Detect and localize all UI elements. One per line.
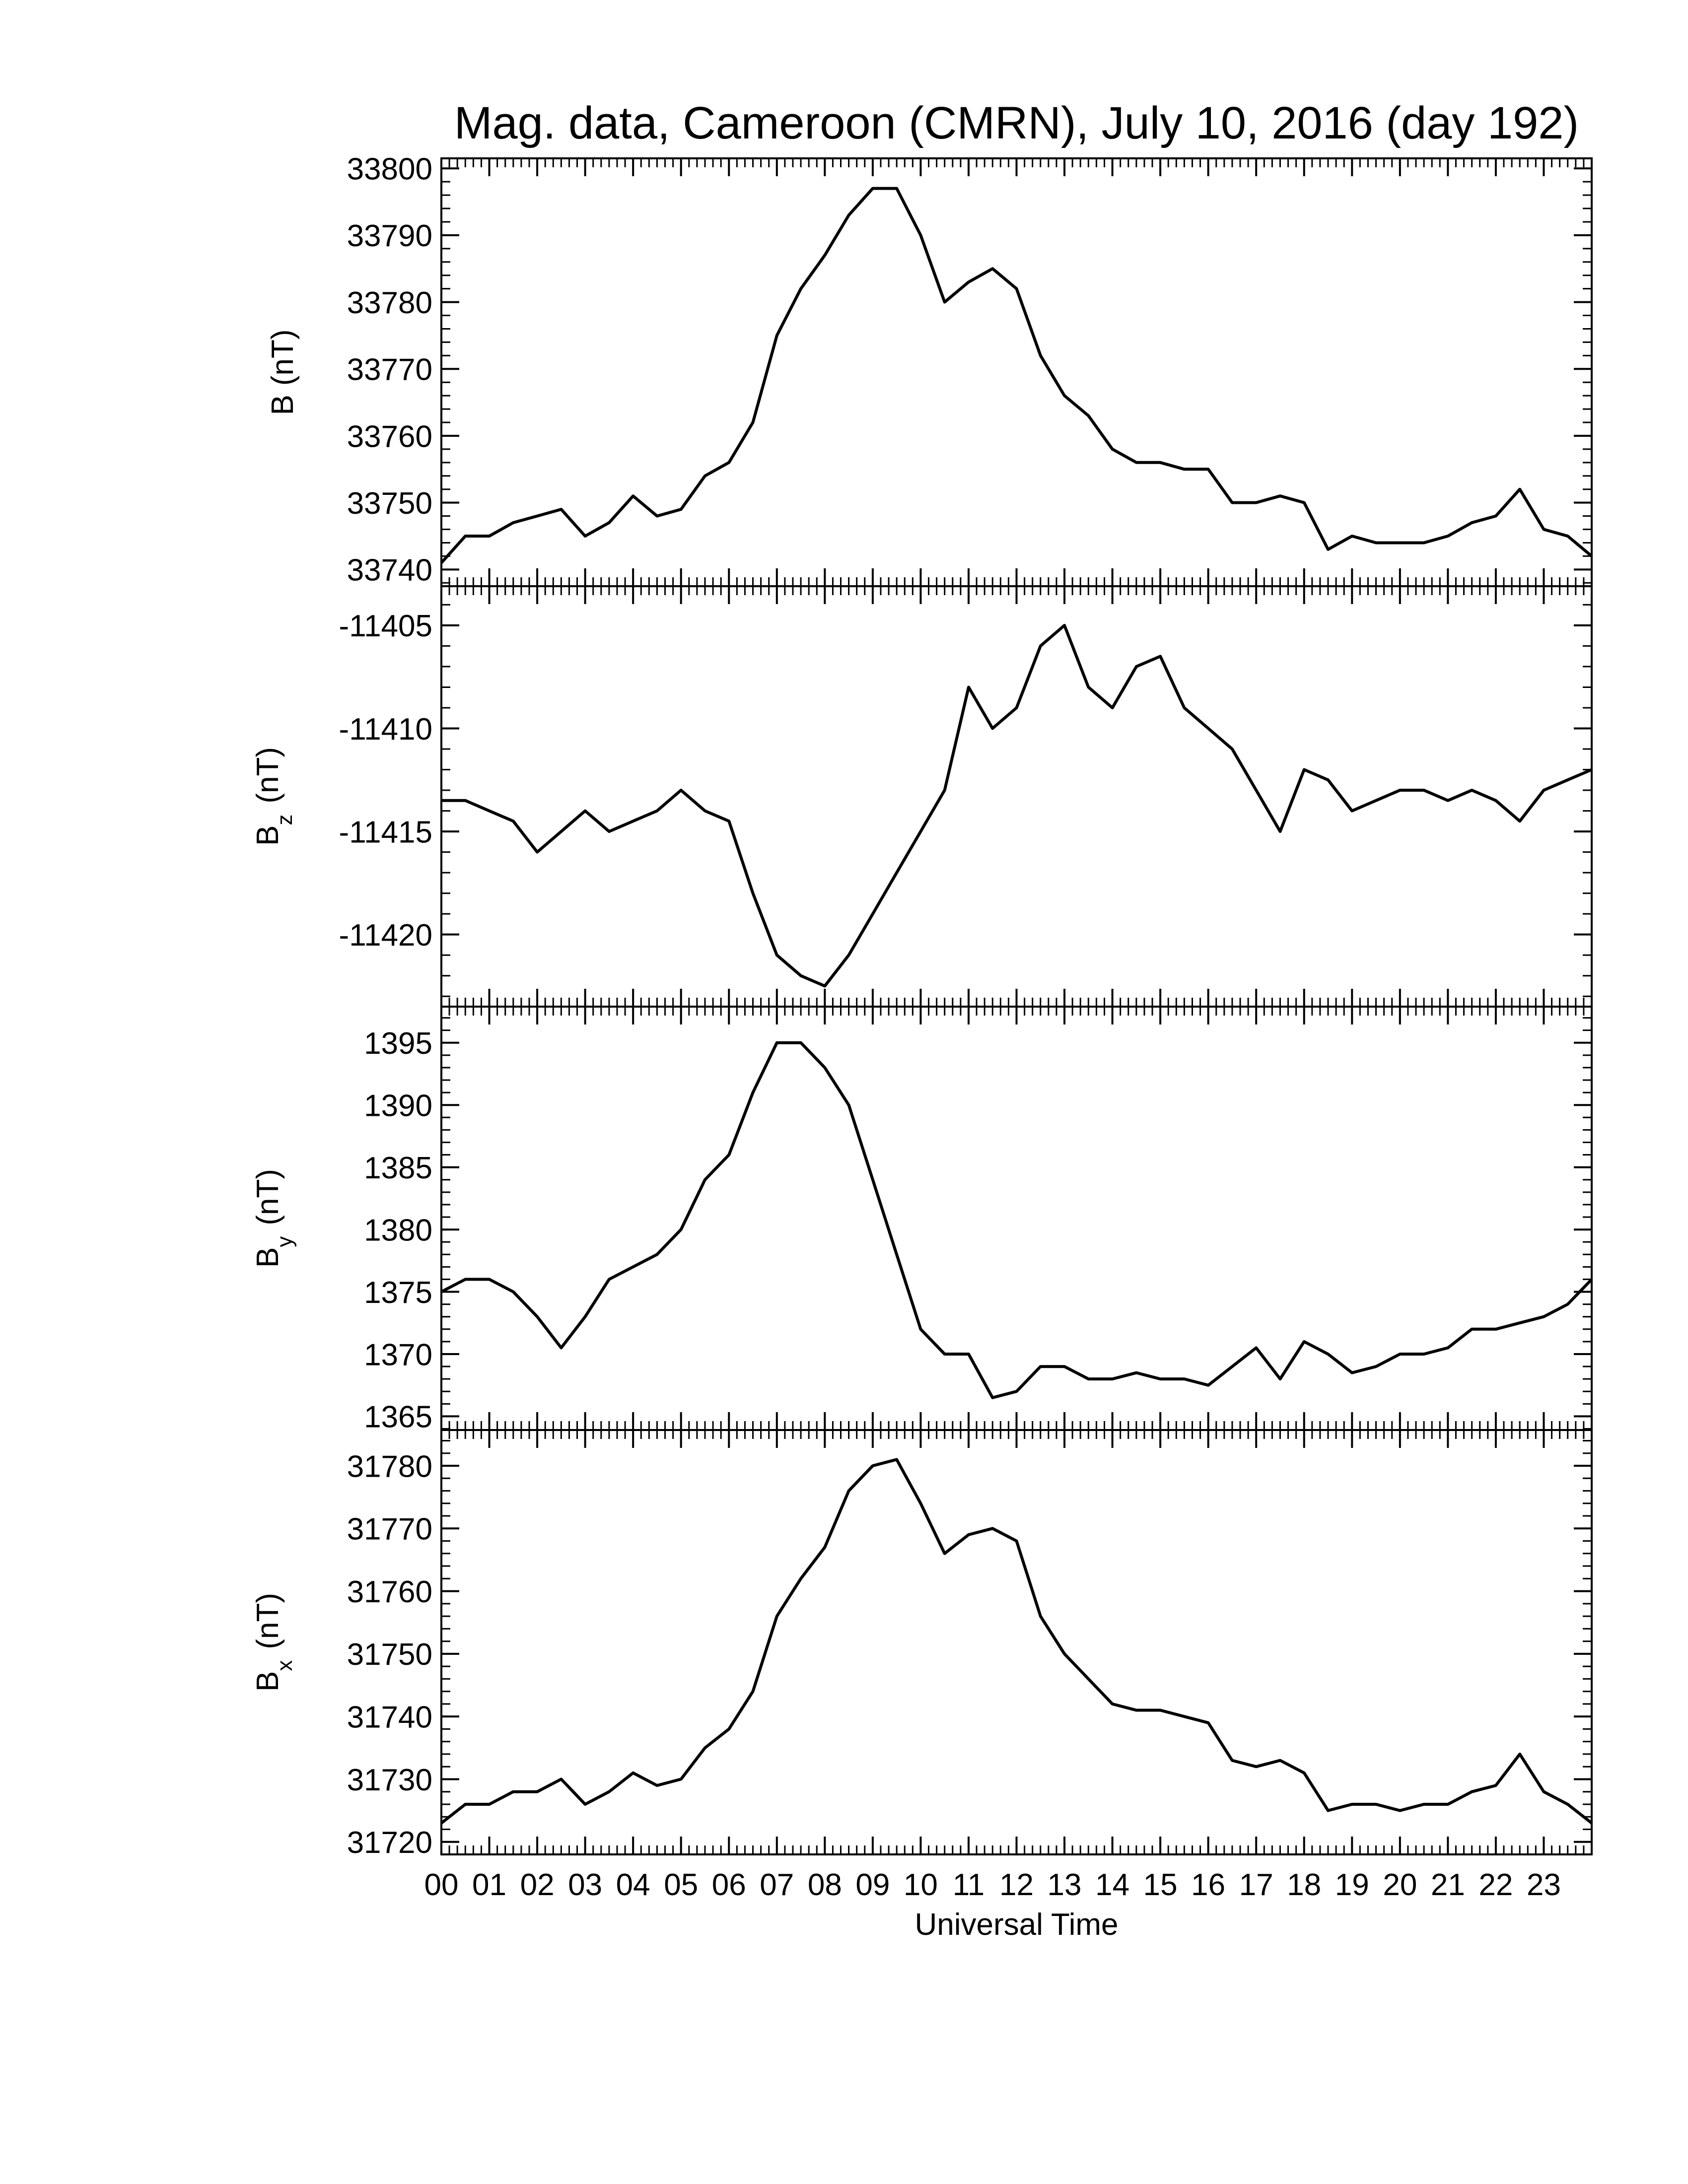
y-tick-label: 33800 xyxy=(347,152,432,187)
y-axis-label-symbol: B xyxy=(266,395,300,415)
x-tick-label: 05 xyxy=(664,1868,698,1902)
y-axis-label: Bx (nT) xyxy=(251,1593,297,1692)
data-line xyxy=(440,1458,1593,1825)
y-tick-label: -11405 xyxy=(339,609,432,643)
x-tick-label: 20 xyxy=(1383,1868,1417,1902)
y-axis-label-unit: (nT) xyxy=(251,1593,285,1649)
y-axis-label-unit: (nT) xyxy=(251,1169,285,1226)
x-tick-label: 06 xyxy=(712,1868,746,1902)
x-tick-label: 14 xyxy=(1095,1868,1129,1902)
y-tick-label: 33750 xyxy=(347,486,432,521)
x-tick-label: 03 xyxy=(568,1868,602,1902)
data-line xyxy=(441,623,1593,988)
x-tick-label: 08 xyxy=(808,1868,842,1902)
x-tick-label: 12 xyxy=(999,1868,1034,1902)
y-axis-label-symbol: B xyxy=(251,1247,285,1268)
x-tick-label: 21 xyxy=(1431,1868,1465,1902)
y-tick-label: 31730 xyxy=(347,1763,432,1797)
x-tick-label: 04 xyxy=(616,1868,650,1902)
y-tick-label: 31740 xyxy=(347,1700,432,1734)
y-tick-label: 1370 xyxy=(364,1338,432,1372)
y-tick-label: 31770 xyxy=(347,1512,432,1547)
x-tick-label: 00 xyxy=(424,1868,459,1902)
y-tick-label: 31750 xyxy=(347,1638,432,1672)
y-tick-label: 33790 xyxy=(347,219,432,253)
y-tick-label: -11410 xyxy=(339,712,432,747)
y-tick-label: 33780 xyxy=(347,286,432,320)
y-tick-label: -11415 xyxy=(339,815,432,849)
y-axis-label-subscript: x xyxy=(273,1660,297,1671)
data-line xyxy=(440,1041,1593,1399)
x-tick-label: 16 xyxy=(1191,1868,1225,1902)
y-tick-label: -11420 xyxy=(339,918,432,953)
x-tick-label: 11 xyxy=(953,1868,985,1902)
x-axis-label: Universal Time xyxy=(915,1908,1119,1942)
x-tick-label: 01 xyxy=(472,1868,506,1902)
y-tick-label: 31780 xyxy=(347,1449,432,1484)
y-tick-label: 33740 xyxy=(347,553,432,588)
chart-title: Mag. data, Cameroon (CMRN), July 10, 201… xyxy=(454,98,1579,148)
y-axis-label: B (nT) xyxy=(266,329,300,415)
y-axis-label-unit: (nT) xyxy=(251,747,285,804)
x-tick-label: 23 xyxy=(1527,1868,1561,1902)
y-axis-label: By (nT) xyxy=(251,1169,297,1268)
y-tick-label: 1365 xyxy=(364,1400,432,1434)
x-tick-label: 18 xyxy=(1287,1868,1321,1902)
y-tick-label: 1375 xyxy=(364,1276,432,1310)
y-tick-label: 1380 xyxy=(364,1213,432,1247)
y-tick-label: 1395 xyxy=(364,1026,432,1061)
y-axis-label-symbol: B xyxy=(251,825,285,846)
y-axis-label-unit: (nT) xyxy=(266,329,300,386)
x-tick-label: 15 xyxy=(1143,1868,1178,1902)
y-tick-label: 31720 xyxy=(347,1826,432,1860)
y-axis-label-subscript: y xyxy=(273,1236,297,1247)
y-tick-label: 1390 xyxy=(364,1089,432,1123)
x-tick-label: 09 xyxy=(855,1868,890,1902)
y-tick-label: 1385 xyxy=(364,1151,432,1185)
x-tick-label: 22 xyxy=(1478,1868,1513,1902)
y-axis-label-symbol: B xyxy=(251,1671,285,1692)
y-tick-label: 33760 xyxy=(347,419,432,454)
y-tick-label: 31760 xyxy=(347,1575,432,1609)
y-axis-label: Bz (nT) xyxy=(251,747,297,846)
y-tick-label: 33770 xyxy=(347,353,432,387)
x-tick-label: 13 xyxy=(1048,1868,1082,1902)
x-tick-label: 17 xyxy=(1239,1868,1273,1902)
y-axis-label-subscript: z xyxy=(273,815,297,825)
x-tick-label: 02 xyxy=(520,1868,555,1902)
x-tick-label: 07 xyxy=(760,1868,794,1902)
x-tick-label: 10 xyxy=(904,1868,938,1902)
data-line xyxy=(440,187,1593,564)
x-tick-label: 19 xyxy=(1335,1868,1369,1902)
